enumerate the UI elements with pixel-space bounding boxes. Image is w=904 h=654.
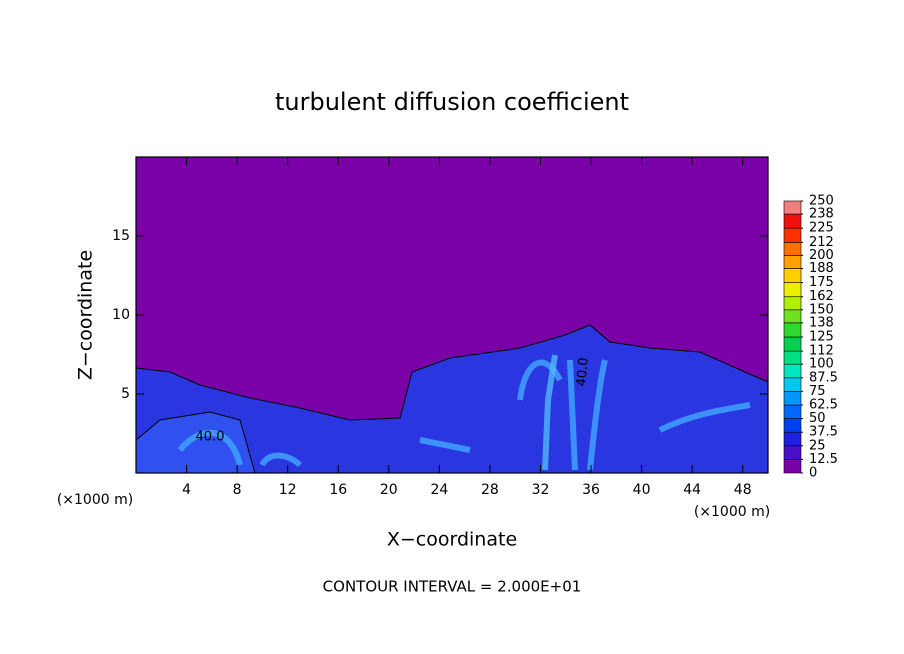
x-tick-label: 36: [582, 482, 600, 498]
x-tick-label: 20: [380, 482, 398, 498]
colorbar-label: 175: [809, 275, 834, 290]
colorbar-label: 162: [809, 289, 834, 304]
field-plume: [567, 359, 578, 471]
field-plume: [658, 402, 751, 433]
colorbar-label: 250: [809, 194, 834, 209]
field-plume: [177, 429, 243, 466]
y-tick-label: 10: [112, 307, 130, 323]
field-plume: [587, 359, 608, 471]
field-plume: [419, 437, 471, 453]
colorbar-label: 50: [809, 411, 826, 426]
colorbar-bin: [783, 296, 802, 311]
colorbar-label: 112: [809, 344, 834, 359]
colorbar-bin: [783, 227, 802, 243]
colorbar-bin: [783, 282, 802, 298]
x-tick-label: 48: [734, 482, 752, 498]
colorbar-bin: [783, 322, 802, 338]
colorbar-label: 138: [809, 315, 834, 330]
x-tick-label: 28: [481, 482, 499, 498]
colorbar-label: 0: [809, 466, 817, 481]
colorbar-label: 125: [809, 330, 834, 345]
colorbar-label: 25: [809, 438, 826, 453]
colorbar-bin: [783, 391, 802, 406]
plot-area: 40.0 40.0: [135, 156, 769, 474]
colorbar-bin: [783, 445, 802, 460]
colorbar-label: 62.5: [809, 398, 838, 413]
y-tick-label: 15: [112, 228, 130, 244]
x-tick-label: 8: [233, 482, 242, 498]
field-plume: [259, 452, 303, 468]
x-tick-label: 44: [683, 482, 701, 498]
contour-label: 40.0: [196, 430, 225, 445]
y-axis-label: Z−coordinate: [75, 250, 97, 380]
y-tick-label: 5: [121, 386, 130, 402]
colorbar-bin: [783, 459, 802, 474]
colorbar-bin: [783, 418, 802, 433]
colorbar-bin: [783, 336, 802, 352]
field-region: [135, 324, 769, 474]
colorbar-label: 200: [809, 248, 834, 263]
colorbar-label: 238: [809, 207, 834, 222]
x-tick-label: 24: [430, 482, 448, 498]
x-axis-label: X−coordinate: [387, 529, 517, 551]
field-plume: [517, 359, 563, 401]
colorbar-bin: [783, 363, 802, 379]
colorbar-label: 87.5: [809, 370, 838, 385]
colorbar-bin: [783, 200, 802, 215]
colorbar-bin: [783, 255, 802, 269]
colorbar-label: 75: [809, 384, 826, 399]
y-unit-label: (×1000 m): [57, 492, 133, 508]
colorbar-label: 12.5: [809, 452, 838, 467]
colorbar-label: 100: [809, 357, 834, 372]
x-tick-label: 4: [182, 482, 191, 498]
colorbar-label: 212: [809, 235, 834, 250]
colorbar-bin: [783, 377, 802, 392]
colorbar-bin: [783, 242, 802, 256]
x-unit-label: (×1000 m): [694, 504, 770, 520]
chart-title: turbulent diffusion coefficient: [275, 88, 629, 116]
contour-label: 40.0: [574, 357, 591, 387]
colorbar-label: 225: [809, 221, 834, 236]
colorbar-bin: [783, 350, 802, 365]
colorbar-label: 150: [809, 302, 834, 317]
footer-note: CONTOUR INTERVAL = 2.000E+01: [323, 578, 582, 596]
x-tick-label: 40: [633, 482, 651, 498]
colorbar-bin: [783, 268, 802, 283]
colorbar-label: 188: [809, 261, 834, 276]
x-tick-label: 12: [279, 482, 297, 498]
x-tick-label: 16: [329, 482, 347, 498]
colorbar-bin: [783, 309, 802, 324]
field-plume: [542, 354, 558, 471]
colorbar-bin: [783, 213, 802, 229]
colorbar-label: 37.5: [809, 425, 838, 440]
colorbar-bin: [783, 404, 802, 419]
colorbar-bin: [783, 431, 802, 447]
x-tick-label: 32: [532, 482, 550, 498]
